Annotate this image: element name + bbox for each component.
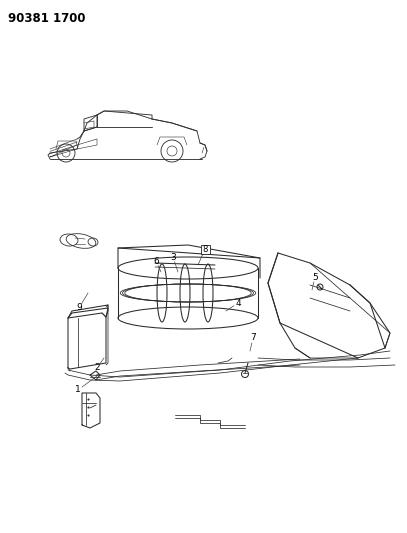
Text: 9: 9 xyxy=(76,303,82,312)
Text: 2: 2 xyxy=(94,364,100,373)
Text: 90381 1700: 90381 1700 xyxy=(8,12,85,25)
Text: 5: 5 xyxy=(312,272,318,281)
Text: 7: 7 xyxy=(250,334,256,343)
Text: 3: 3 xyxy=(170,253,176,262)
Text: 8: 8 xyxy=(202,245,208,254)
FancyBboxPatch shape xyxy=(201,245,210,254)
Text: 1: 1 xyxy=(75,385,81,394)
Text: 4: 4 xyxy=(235,298,241,308)
Text: 6: 6 xyxy=(153,256,159,265)
